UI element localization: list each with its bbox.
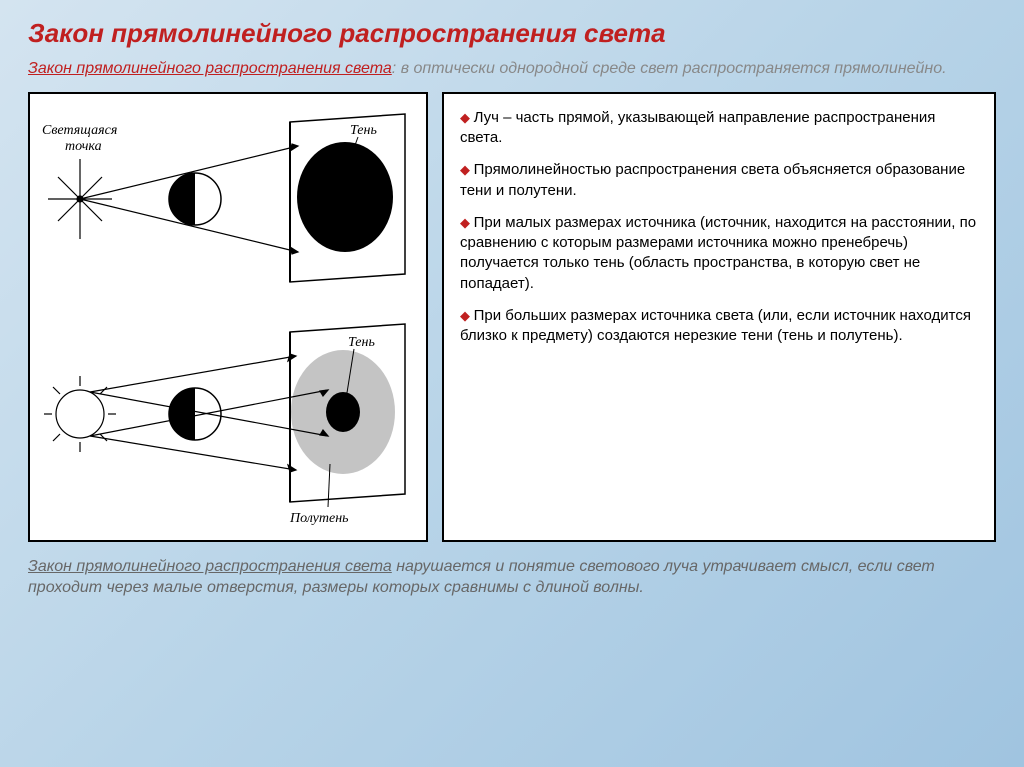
subtitle-rest: в оптически однородной среде свет распро… bbox=[396, 60, 946, 77]
shadow-diagram: Светящаяся точка bbox=[40, 104, 420, 534]
svg-text:точка: точка bbox=[65, 139, 102, 154]
footer-text: Закон прямолинейного распространения све… bbox=[28, 556, 996, 599]
subtitle: Закон прямолинейного распространения све… bbox=[28, 59, 996, 80]
umbra-region bbox=[326, 392, 360, 432]
bullet-4: При больших размерах источника света (ил… bbox=[460, 306, 978, 347]
obstacle-shadow-side-1 bbox=[169, 173, 195, 225]
bullet-1: Луч – часть прямой, указывающей направле… bbox=[460, 108, 978, 149]
text-box: Луч – часть прямой, указывающей направле… bbox=[442, 92, 996, 542]
label-shadow-1: Тень bbox=[350, 123, 377, 138]
extended-source-icon bbox=[44, 376, 116, 452]
label-penumbra: Полутень bbox=[289, 511, 349, 526]
full-shadow bbox=[297, 142, 393, 252]
bullet-3: При малых размерах источника (источник, … bbox=[460, 213, 978, 294]
footer-law-name: Закон прямолинейного распространения све… bbox=[28, 558, 392, 575]
bullet-2: Прямолинейностью распространения света о… bbox=[460, 160, 978, 201]
label-shadow-2: Тень bbox=[348, 335, 375, 350]
page-title: Закон прямолинейного распространения све… bbox=[28, 18, 996, 49]
subtitle-law-name: Закон прямолинейного распространения све… bbox=[28, 60, 392, 77]
diagram-box: Светящаяся точка bbox=[28, 92, 428, 542]
obstacle-shadow-side-2 bbox=[169, 388, 195, 440]
label-source-point: Светящаяся bbox=[42, 123, 117, 138]
main-row: Светящаяся точка bbox=[28, 92, 996, 542]
